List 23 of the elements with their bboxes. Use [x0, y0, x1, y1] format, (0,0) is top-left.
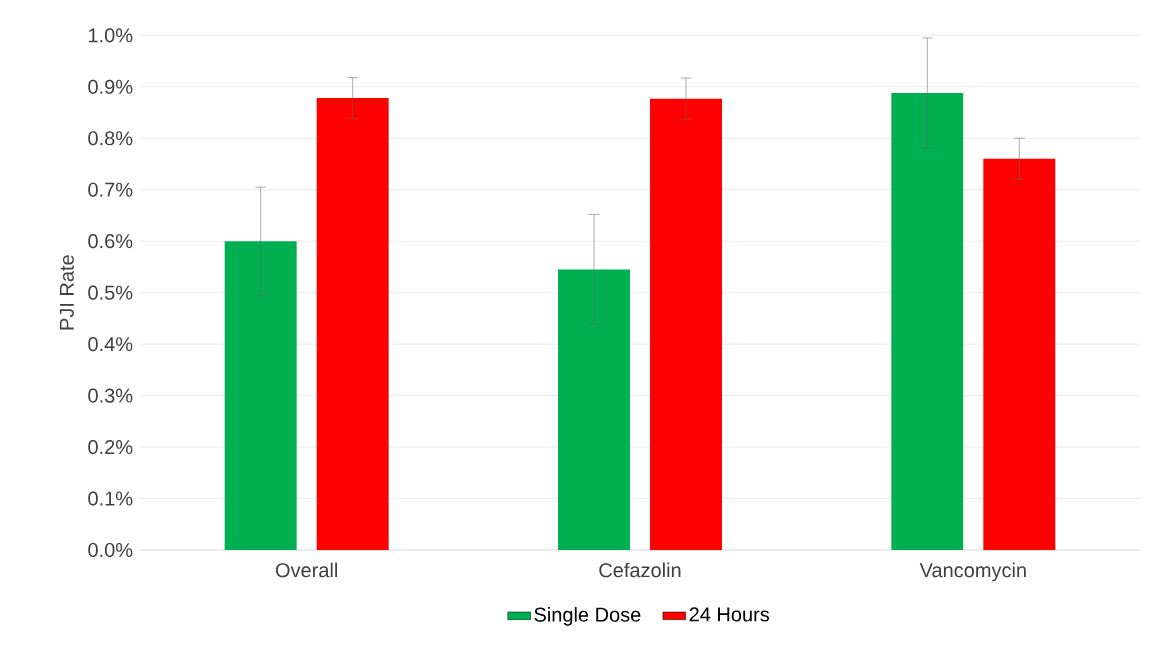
y-tick-label: 0.2% — [88, 439, 133, 455]
bar — [983, 158, 1056, 550]
y-tick-label: 0.4% — [88, 337, 133, 352]
y-tick-label: 0.0% — [88, 542, 133, 558]
y-tick-label: 1.0% — [89, 28, 133, 43]
y-axis-title: PJI Rate — [59, 255, 74, 330]
bar — [316, 98, 389, 550]
y-tick-label: 0.5% — [88, 285, 133, 300]
bar — [650, 98, 723, 550]
y-tick-label: 0.7% — [88, 182, 133, 197]
legend-label: 24 Hours — [689, 607, 770, 622]
bar — [558, 269, 631, 550]
legend-label: Single Dose — [534, 607, 641, 626]
x-tick-label: Vancomycin — [919, 562, 1026, 582]
y-tick-label: 0.9% — [88, 79, 133, 94]
x-tick-label: Cefazolin — [599, 562, 681, 578]
x-tick-label: Overall — [275, 562, 337, 578]
y-tick-label: 0.1% — [88, 491, 133, 506]
y-tick-label: 0.3% — [88, 388, 133, 403]
bar — [224, 241, 297, 550]
y-tick-label: 0.6% — [88, 234, 133, 249]
bar — [891, 92, 964, 550]
y-tick-label: 0.8% — [88, 131, 133, 146]
